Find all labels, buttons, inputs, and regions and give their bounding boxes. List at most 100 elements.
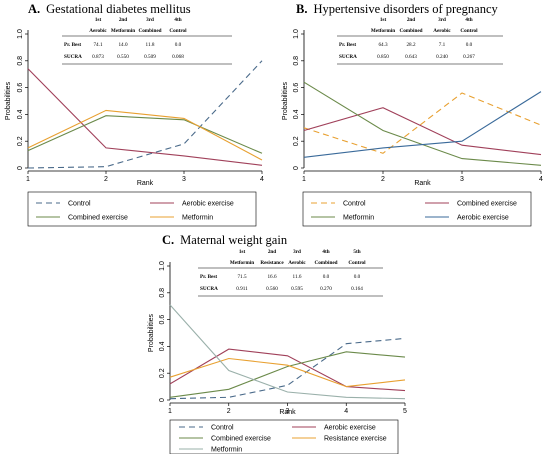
table-row-label: Pr. Best [64,42,81,48]
series-line-control [303,92,542,154]
table-cell: 0.0 [466,42,473,48]
table-cell: 0.270 [320,286,332,292]
table-treatment-header: Aerobic [433,28,451,34]
legend-label: Control [343,201,366,208]
table-rank-header: 1st [380,17,387,23]
table-cell: 0.164 [351,286,363,292]
y-tick-label: 0.2 [159,368,166,378]
x-tick-label: 4 [260,176,264,183]
table-cell: 7.1 [439,42,446,48]
table-row-label: Pr. Best [200,274,217,280]
panel-hypertensive-disorders: B. Hypertensive disorders of pregnancy 0 0… [282,2,543,227]
legend-label: Control [68,201,91,208]
y-tick-label: 0.2 [17,136,24,146]
x-axis-label: Rank [414,180,431,187]
series-line-metformin [169,304,406,400]
table-treatment-header: Combined [399,28,422,34]
y-tick-label: 0.6 [159,315,166,325]
table-treatment-header: Control [460,28,478,34]
table-rank-header: 3rd [146,17,154,23]
x-tick-label: 3 [460,176,464,183]
series-line-metformin [27,109,263,161]
table-cell: 0.873 [92,54,104,60]
table-rank-header: 1st [239,249,246,255]
table-cell: 0.267 [463,54,475,60]
table-cell: 0.911 [236,286,248,292]
table-cell: 0.509 [144,54,156,60]
table-row-label: Pr. Best [339,42,356,48]
x-tick-label: 1 [26,176,30,183]
legend-label: Combined exercise [68,215,128,222]
y-tick-label: 0.8 [17,56,24,66]
y-tick-label: 1.0 [159,261,166,271]
table-rank-header: 4th [174,17,181,23]
x-tick-label: 5 [403,408,407,415]
table-cell: 0.643 [405,54,417,60]
table-cell: 0.595 [291,286,303,292]
series-line-combined-exercise [303,107,542,156]
table-rank-header: 2nd [119,17,127,23]
table-treatment-header: Metformin [230,260,254,266]
table-cell: 16.6 [267,274,276,280]
legend-box [302,191,532,227]
table-cell: 74.1 [93,42,102,48]
table-rank-header: 4th [465,17,472,23]
legend-label: Combined exercise [457,201,517,208]
legend-label: Control [211,425,234,432]
table-treatment-header: Control [169,28,187,34]
x-tick-label: 2 [104,176,108,183]
y-tick-label: 0.6 [17,83,24,93]
series-line-combined-exercise [27,115,263,154]
x-tick-label: 1 [168,408,172,415]
y-axis-label: Probabilities [5,81,12,120]
table-treatment-header: Resistance [260,260,284,266]
table-cell: 0.850 [377,54,389,60]
y-axis-label: Probabilities [282,81,289,120]
table-rank-header: 2nd [407,17,415,23]
table-treatment-header: Aerobic [89,28,107,34]
table-rank-header: 5th [353,249,360,255]
legend-box [27,191,257,227]
table-cell: 0.240 [436,54,448,60]
y-tick-label: 0.8 [159,288,166,298]
table-cell: 0.0 [354,274,361,280]
panel-maternal-weight-gain: C. Maternal weight gain 0 0.2 0.4 0.6 0.8 1.0 1… [148,233,407,454]
y-tick-label: 0.6 [293,83,300,93]
table-cell: 71.5 [237,274,246,280]
y-tick-label: 0 [159,398,166,402]
table-rank-header: 2nd [268,249,276,255]
table-treatment-header: Aerobic [288,260,306,266]
series-line-aerobic-exercise [27,68,263,166]
y-axis-label: Probabilities [148,313,155,352]
legend-label: Metformin [343,215,374,222]
table-cell: 0.0 [323,274,330,280]
y-tick-label: 1.0 [293,29,300,39]
table-rank-header: 1st [95,17,102,23]
table-row-label: SUCRA [200,286,218,292]
table-cell: 0.068 [172,54,184,60]
x-tick-label: 3 [286,408,290,415]
series-line-aerobic-exercise [169,348,406,392]
table-treatment-header: Metformin [371,28,395,34]
x-axis-label: Rank [137,180,154,187]
table-cell: 11.8 [146,42,155,48]
table-treatment-header: Control [348,260,366,266]
y-tick-label: 0.2 [293,136,300,146]
series-line-resistance-exercise [169,357,406,388]
series-line-aerobic-exercise [303,91,542,158]
table-treatment-header: Metformin [111,28,135,34]
legend-box [169,419,399,454]
table-cell: 0.0 [175,42,182,48]
x-tick-label: 4 [539,176,543,183]
x-tick-label: 4 [344,408,348,415]
table-row-label: SUCRA [339,54,357,60]
legend-label: Aerobic exercise [457,215,509,222]
table-cell: 0.560 [266,286,278,292]
x-tick-label: 1 [302,176,306,183]
table-cell: 28.2 [406,42,415,48]
table-rank-header: 3rd [438,17,446,23]
legend-label: Resistance exercise [324,436,387,443]
panel-title-c: C. Maternal weight gain [162,233,288,247]
table-treatment-header: Combined [138,28,161,34]
legend-label: Aerobic exercise [182,201,234,208]
